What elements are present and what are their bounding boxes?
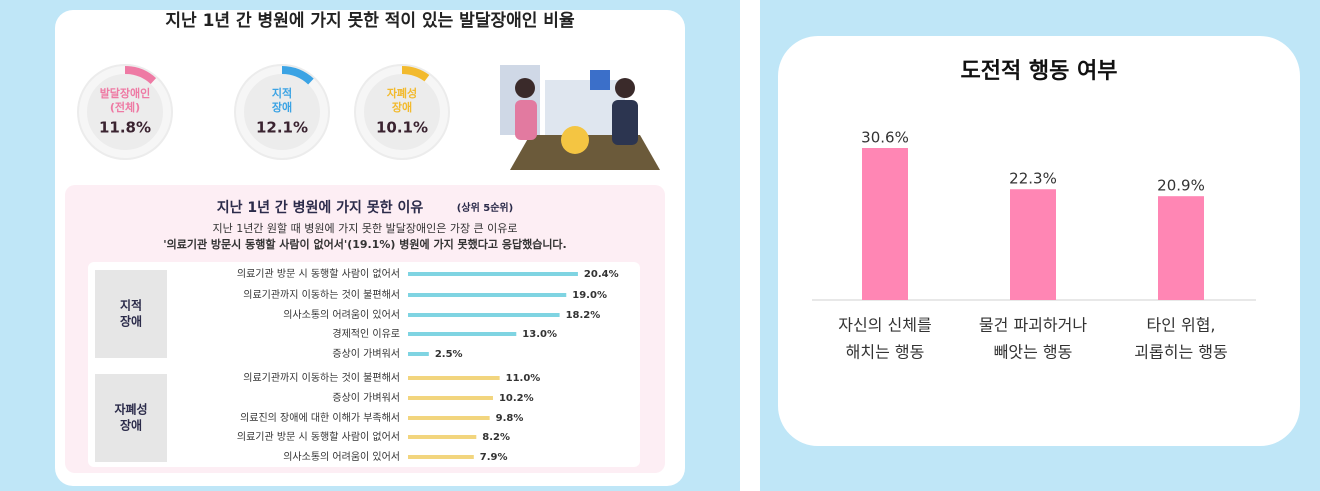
bar-value: 22.3% — [1009, 170, 1057, 188]
reason-label: 증상이 가벼워서 — [332, 347, 400, 360]
donut-value: 12.1% — [256, 119, 308, 137]
reason-bar — [408, 313, 560, 317]
bar-category: 타인 위협, — [1146, 316, 1215, 335]
reason-value: 18.2% — [566, 310, 601, 321]
reason-value: 20.4% — [584, 269, 619, 280]
bar-category: 괴롭히는 행동 — [1134, 343, 1227, 362]
reason-bar — [408, 455, 474, 459]
reason-label: 의사소통의 어려움이 있어서 — [283, 309, 400, 321]
reason-bar — [408, 416, 490, 420]
reason-value: 10.2% — [499, 393, 534, 404]
reason-desc: '의료기관 방문시 동행할 사람이 없어서'(19.1%) 병원에 가지 못했다… — [163, 237, 567, 251]
bar — [862, 148, 908, 300]
reason-bar — [408, 376, 500, 380]
reason-label: 의료기관 방문 시 동행할 사람이 없어서 — [237, 267, 400, 280]
reason-value: 19.0% — [572, 290, 607, 301]
donut-label: (전체) — [110, 100, 140, 114]
donut-label: 장애 — [392, 100, 412, 114]
reason-label: 의료기관 방문 시 동행할 사람이 없어서 — [237, 430, 400, 443]
bar-value: 20.9% — [1157, 177, 1205, 195]
bar-category: 자신의 신체를 — [838, 316, 931, 335]
reason-value: 9.8% — [496, 413, 524, 424]
bar-category: 빼앗는 행동 — [994, 343, 1073, 362]
donut-label: 자폐성 — [387, 86, 417, 100]
reason-label: 경제적인 이유로 — [332, 327, 400, 340]
bar-value: 30.6% — [861, 129, 909, 147]
divider — [740, 0, 760, 491]
bar-category: 물건 파괴하거나 — [979, 316, 1087, 335]
reason-value: 2.5% — [435, 349, 463, 360]
reason-value: 7.9% — [480, 452, 508, 463]
reason-value: 13.0% — [522, 329, 557, 340]
group-label: 자폐성 — [114, 402, 147, 417]
donut-label: 장애 — [272, 100, 292, 114]
donut-value: 11.8% — [99, 119, 151, 137]
reason-bar — [408, 396, 493, 400]
reason-value: 11.0% — [506, 373, 541, 384]
page: 지난 1년 간 병원에 가지 못한 적이 있는 발달장애인 비율 발달장애인(전… — [0, 0, 1320, 491]
bar — [1158, 196, 1204, 300]
left-title: 지난 1년 간 병원에 가지 못한 적이 있는 발달장애인 비율 — [165, 10, 575, 31]
bar-category: 해치는 행동 — [846, 343, 925, 362]
reason-value: 8.2% — [482, 432, 510, 443]
reason-note: (상위 5순위) — [457, 201, 513, 214]
group-label: 장애 — [120, 314, 142, 329]
reason-desc: 지난 1년간 원할 때 병원에 가지 못한 발달장애인은 가장 큰 이유로 — [212, 222, 517, 235]
reason-label: 증상이 가벼워서 — [332, 391, 400, 404]
reason-bar — [408, 435, 476, 439]
reason-bar — [408, 272, 578, 276]
reason-label: 의료진의 장애에 대한 이해가 부족해서 — [240, 411, 400, 424]
group-label: 지적 — [120, 298, 142, 313]
bar — [1010, 189, 1056, 300]
reason-label: 의사소통의 어려움이 있어서 — [283, 451, 400, 463]
reason-bar — [408, 352, 429, 356]
group-label: 장애 — [120, 418, 142, 433]
donut-label: 지적 — [272, 86, 292, 100]
right-title: 도전적 행동 여부 — [961, 59, 1118, 84]
reason-label: 의료기관까지 이동하는 것이 불편해서 — [243, 371, 400, 384]
reason-label: 의료기관까지 이동하는 것이 불편해서 — [243, 288, 400, 301]
donut-label: 발달장애인 — [100, 86, 151, 100]
donut-value: 10.1% — [376, 119, 428, 137]
reason-title: 지난 1년 간 병원에 가지 못한 이유 — [217, 199, 424, 216]
reason-bar — [408, 332, 516, 336]
reason-bar — [408, 293, 566, 297]
